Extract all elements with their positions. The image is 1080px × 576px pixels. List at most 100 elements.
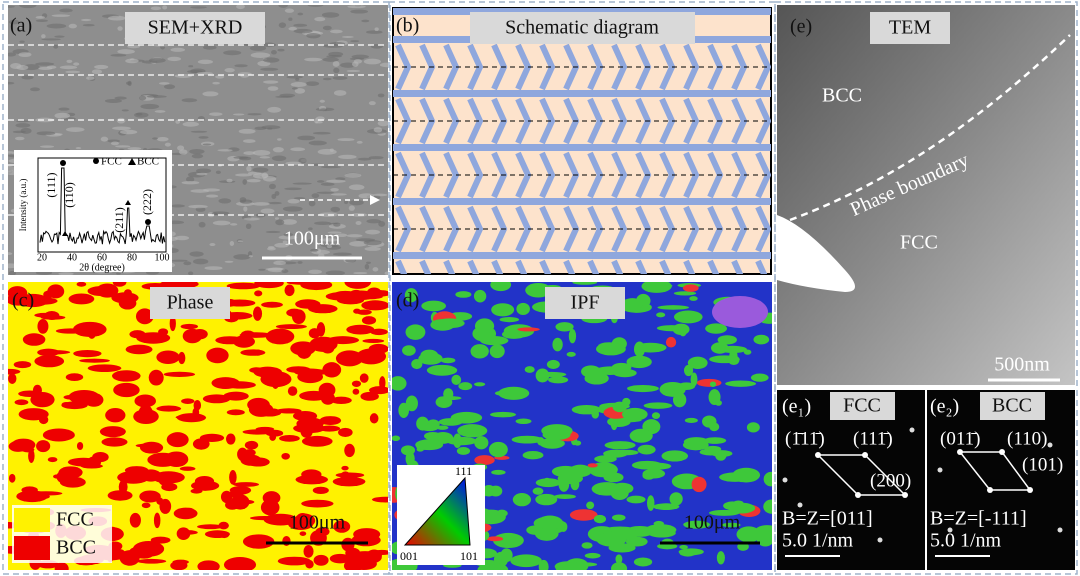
bcc-grain <box>150 536 171 544</box>
bcc-grain <box>254 349 262 356</box>
xrd-ticks: 20 40 60 80 100 <box>37 252 170 263</box>
grain <box>163 84 176 90</box>
legend-bcc: BCC <box>137 156 159 168</box>
grain <box>486 536 504 542</box>
grain <box>162 5 168 10</box>
grain <box>333 90 347 96</box>
bcc-grain <box>333 520 351 533</box>
tem-image <box>777 5 1075 385</box>
grain <box>537 515 563 530</box>
grain <box>351 54 369 59</box>
grain <box>189 148 205 155</box>
grain <box>273 260 287 266</box>
bcc-grain <box>163 371 196 377</box>
grain <box>53 44 59 49</box>
grain <box>177 145 185 151</box>
bcc-grain <box>322 362 342 378</box>
panel-c-labels: (c) Phase FCC BCC 100μm <box>12 287 368 563</box>
grain <box>366 219 382 224</box>
grain <box>125 58 139 64</box>
bcc-grain <box>292 410 318 422</box>
bcc-grain <box>61 401 71 408</box>
bcc-grain <box>87 286 114 296</box>
grain <box>252 202 270 206</box>
grain <box>611 449 639 456</box>
x-label: 2θ (degree) <box>79 262 125 273</box>
grain <box>541 424 573 438</box>
grain <box>164 142 171 147</box>
grain <box>288 26 298 31</box>
chevron <box>635 259 648 274</box>
grain <box>260 208 275 214</box>
xrd-curve <box>39 167 166 245</box>
bcc-grain <box>133 409 159 425</box>
grain <box>336 233 348 237</box>
bcc-grain <box>199 433 225 442</box>
chevron <box>587 259 600 274</box>
grain <box>288 17 293 21</box>
bcc-grain <box>281 452 290 460</box>
grain <box>669 492 683 506</box>
grain <box>357 157 372 161</box>
bcc-grain <box>369 413 379 424</box>
grain <box>271 50 277 55</box>
bcc-grain <box>296 512 310 524</box>
grain <box>750 373 769 382</box>
bcc-grain <box>153 512 161 529</box>
grain <box>308 140 327 146</box>
chevron <box>395 259 408 274</box>
peak-marker <box>62 231 68 236</box>
bcc-grain <box>105 407 126 423</box>
grain <box>312 131 331 135</box>
grain <box>112 126 131 131</box>
grain <box>568 328 577 344</box>
panel-title: IPF <box>571 292 600 314</box>
grain <box>239 199 253 204</box>
grain <box>242 179 247 185</box>
grain <box>281 219 297 225</box>
grain <box>224 67 235 73</box>
grain <box>584 552 601 559</box>
grain <box>346 69 361 73</box>
grain <box>320 182 335 186</box>
bcc-grain <box>34 355 65 368</box>
grain <box>673 291 697 296</box>
grain <box>281 269 289 274</box>
grain <box>277 48 285 52</box>
scale-label: 5.0 1/nm <box>782 530 854 552</box>
grain <box>66 59 73 64</box>
bcc-grain <box>139 441 164 454</box>
grain <box>263 80 279 84</box>
grain <box>19 5 37 9</box>
grain <box>499 317 520 323</box>
grain <box>114 96 127 100</box>
bcc-grain <box>299 531 307 536</box>
bcc-grain <box>191 328 208 340</box>
spot <box>909 427 915 433</box>
grain <box>285 161 302 166</box>
grain <box>683 520 710 529</box>
grain <box>259 156 270 159</box>
grain <box>41 38 61 41</box>
chevron <box>539 259 552 274</box>
title-box <box>125 12 265 44</box>
bcc-grain <box>72 321 107 338</box>
chevron <box>611 97 628 145</box>
grain <box>158 82 170 85</box>
bcc-grain <box>265 328 295 345</box>
annotation: FCC <box>900 232 938 254</box>
bcc-grain <box>263 513 298 526</box>
grain <box>187 70 203 74</box>
chevron <box>683 97 700 145</box>
bcc-grain <box>353 528 381 541</box>
grain <box>291 87 298 90</box>
panel-label: (b) <box>396 15 419 37</box>
grain <box>182 121 199 127</box>
grain <box>593 514 607 524</box>
legend-swatch <box>14 536 50 560</box>
grain <box>116 117 126 124</box>
bcc-grain <box>21 446 35 453</box>
chevron <box>395 205 412 253</box>
grain <box>30 87 40 92</box>
